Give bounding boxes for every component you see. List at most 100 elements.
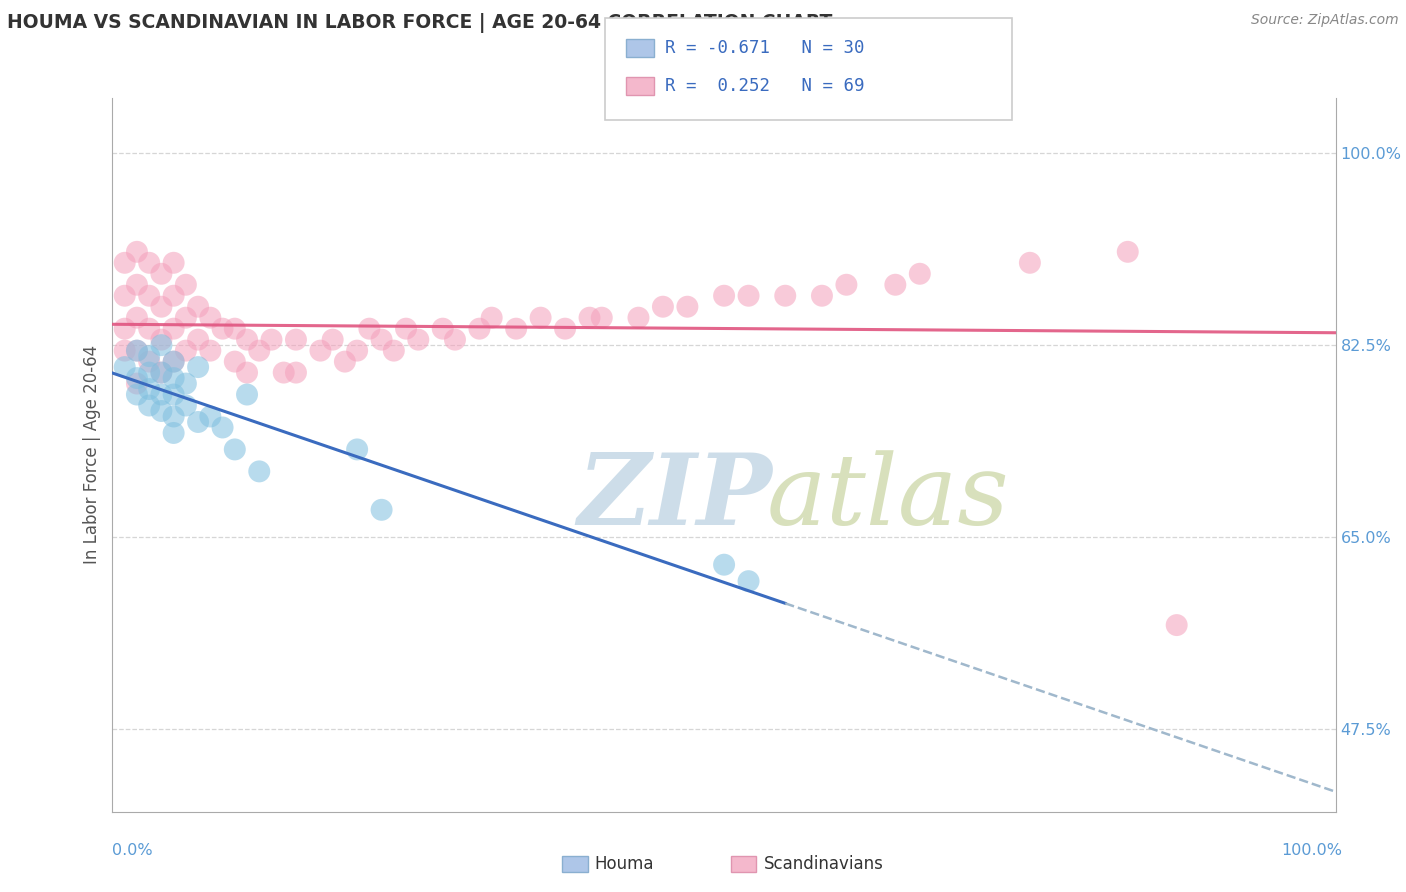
Point — [163, 409, 186, 424]
Point — [150, 333, 173, 347]
Point — [370, 503, 392, 517]
Point — [236, 333, 259, 347]
Point — [174, 310, 197, 325]
Point — [187, 360, 209, 375]
Point — [114, 289, 136, 303]
Point — [481, 310, 503, 325]
Point — [163, 425, 186, 440]
Point — [163, 387, 186, 401]
Text: ZIP: ZIP — [578, 450, 772, 546]
Point — [775, 289, 797, 303]
Point — [713, 289, 735, 303]
Point — [468, 321, 491, 335]
Point — [554, 321, 576, 335]
Point — [247, 343, 270, 358]
Text: 0.0%: 0.0% — [112, 843, 153, 858]
Point — [432, 321, 454, 335]
Text: R =  0.252   N = 69: R = 0.252 N = 69 — [665, 77, 865, 95]
Point — [138, 354, 160, 368]
Point — [408, 333, 430, 347]
Point — [163, 354, 186, 368]
Point — [187, 415, 209, 429]
Text: HOUMA VS SCANDINAVIAN IN LABOR FORCE | AGE 20-64 CORRELATION CHART: HOUMA VS SCANDINAVIAN IN LABOR FORCE | A… — [7, 13, 832, 33]
Point — [284, 333, 308, 347]
Y-axis label: In Labor Force | Age 20-64: In Labor Force | Age 20-64 — [83, 345, 101, 565]
Point — [737, 574, 759, 589]
Point — [114, 343, 136, 358]
Text: Scandinavians: Scandinavians — [763, 855, 883, 873]
Point — [382, 343, 405, 358]
Point — [260, 333, 283, 347]
Point — [505, 321, 527, 335]
Point — [652, 300, 675, 314]
Point — [236, 387, 259, 401]
Point — [174, 376, 197, 391]
Point — [273, 366, 295, 380]
Point — [138, 399, 160, 413]
Point — [174, 277, 197, 292]
Point — [150, 387, 173, 401]
Point — [114, 256, 136, 270]
Point — [200, 310, 222, 325]
Point — [163, 321, 186, 335]
Point — [125, 310, 148, 325]
Text: Source: ZipAtlas.com: Source: ZipAtlas.com — [1251, 13, 1399, 28]
Point — [370, 333, 392, 347]
Point — [224, 321, 246, 335]
Point — [163, 354, 186, 368]
Point — [346, 343, 368, 358]
Point — [174, 399, 197, 413]
Point — [284, 366, 308, 380]
Point — [811, 289, 834, 303]
Text: Houma: Houma — [595, 855, 654, 873]
Point — [138, 349, 160, 363]
Point — [908, 267, 931, 281]
Point — [138, 366, 160, 380]
Point — [125, 343, 148, 358]
Point — [529, 310, 551, 325]
Text: atlas: atlas — [766, 450, 1010, 545]
Point — [125, 371, 148, 385]
Point — [211, 420, 233, 434]
Point — [236, 366, 259, 380]
Point — [187, 333, 209, 347]
Point — [444, 333, 467, 347]
Point — [627, 310, 650, 325]
Point — [150, 404, 173, 418]
Point — [309, 343, 332, 358]
Point — [578, 310, 600, 325]
Point — [200, 343, 222, 358]
Point — [187, 300, 209, 314]
Point — [163, 256, 186, 270]
Point — [247, 464, 270, 478]
Point — [211, 321, 233, 335]
Point — [395, 321, 418, 335]
Point — [125, 244, 148, 259]
Point — [346, 442, 368, 457]
Point — [150, 366, 173, 380]
Point — [163, 371, 186, 385]
Point — [138, 382, 160, 396]
Point — [114, 321, 136, 335]
Point — [835, 277, 858, 292]
Point — [333, 354, 356, 368]
Point — [1018, 256, 1040, 270]
Point — [125, 376, 148, 391]
Point — [125, 277, 148, 292]
Point — [138, 256, 160, 270]
Point — [150, 267, 173, 281]
Point — [138, 289, 160, 303]
Point — [224, 442, 246, 457]
Point — [359, 321, 381, 335]
Point — [591, 310, 613, 325]
Point — [1116, 244, 1139, 259]
Point — [150, 300, 173, 314]
Point — [200, 409, 222, 424]
Point — [138, 321, 160, 335]
Text: 100.0%: 100.0% — [1282, 843, 1343, 858]
Point — [884, 277, 907, 292]
Point — [676, 300, 699, 314]
Point — [150, 338, 173, 352]
Point — [150, 366, 173, 380]
Text: R = -0.671   N = 30: R = -0.671 N = 30 — [665, 39, 865, 57]
